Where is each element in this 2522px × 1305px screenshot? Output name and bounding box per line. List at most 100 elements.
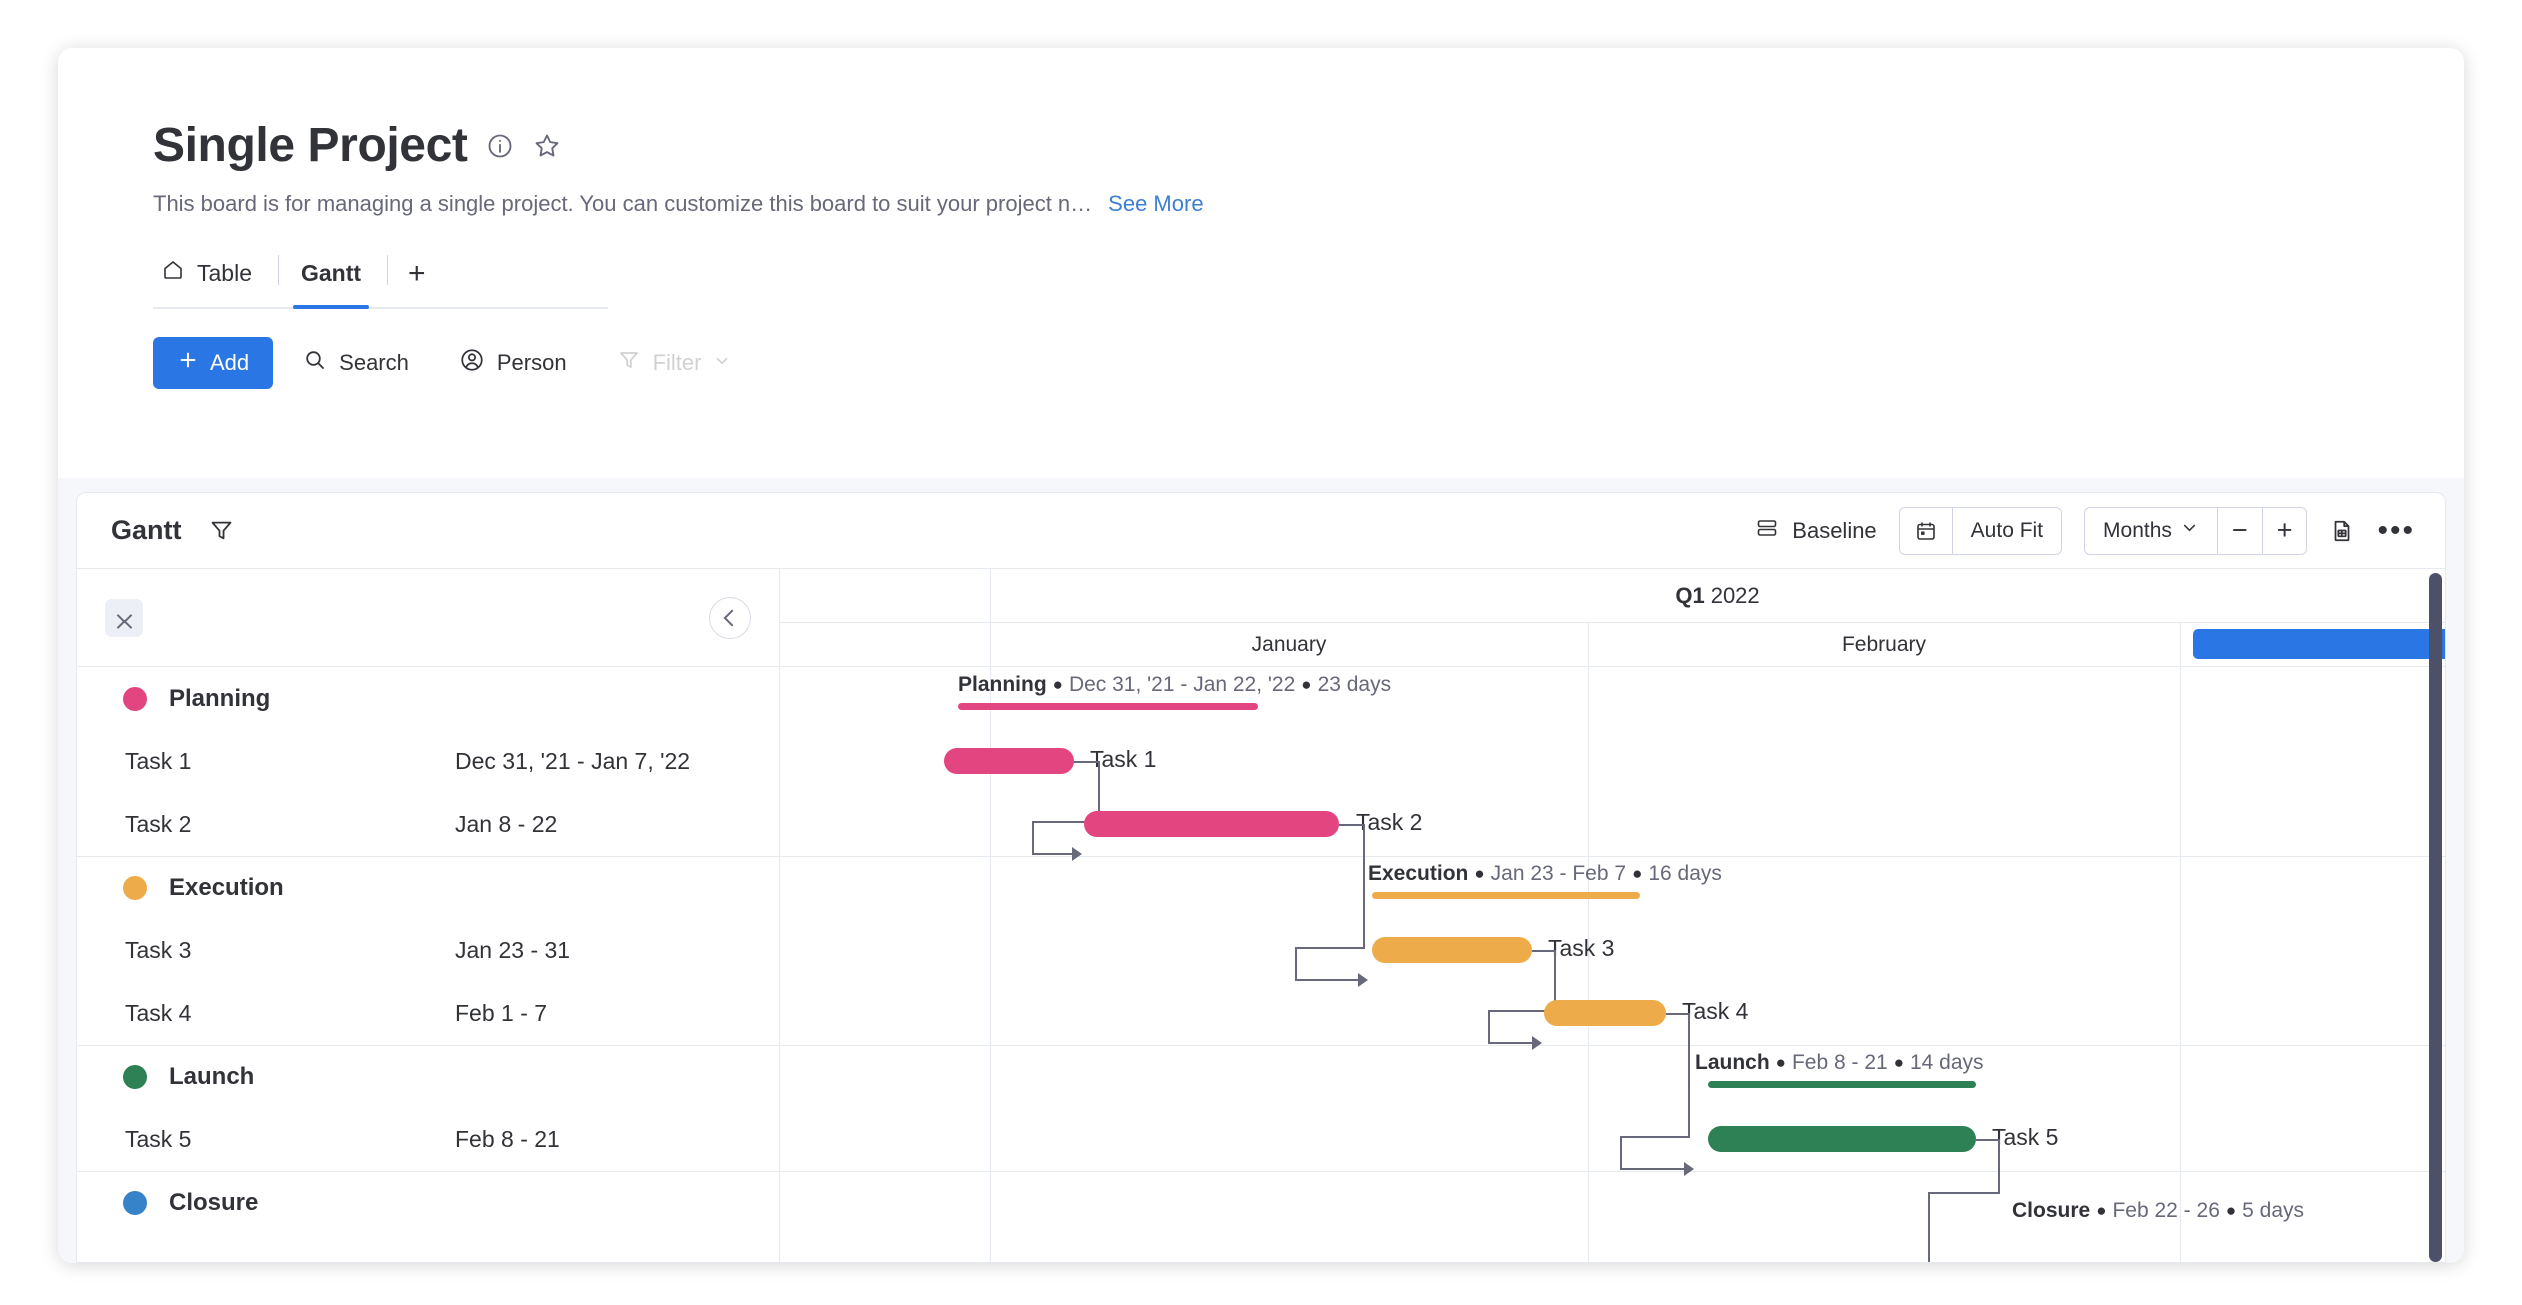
filter-button[interactable]: Filter <box>597 337 752 389</box>
gantt-panel: Gantt Baseline <box>76 492 2446 1263</box>
search-button[interactable]: Search <box>283 337 429 389</box>
tab-table-label: Table <box>197 259 252 286</box>
group-name: Launch <box>169 1063 255 1090</box>
autofit-group: Auto Fit <box>1898 506 2063 555</box>
task-bar-label: Task 2 <box>1356 809 1423 835</box>
month-cell-january: January <box>1251 632 1327 656</box>
expand-collapse-toggle[interactable] <box>105 598 143 637</box>
tab-table[interactable]: Table <box>153 255 278 307</box>
group-color-dot <box>123 876 147 900</box>
person-button[interactable]: Person <box>439 337 587 389</box>
group-row-launch[interactable]: Launch <box>77 1045 779 1108</box>
task-list-header <box>77 569 779 667</box>
document-icon[interactable] <box>2329 518 2355 544</box>
timeline-months-row: January February <box>780 623 2445 666</box>
person-icon <box>459 347 485 379</box>
board-toolbar: Add Search Person <box>153 335 2464 391</box>
group-summary-name: Launch <box>1695 1051 1770 1074</box>
baseline-icon <box>1755 516 1779 546</box>
group-summary-range: Feb 8 - 21 <box>1791 1051 1888 1074</box>
group-color-dot <box>123 686 147 711</box>
tab-gantt[interactable]: Gantt <box>292 255 387 309</box>
board-header: Single Project This board is for managin… <box>58 48 2464 217</box>
chevron-up-icon <box>118 619 131 627</box>
group-row-closure[interactable]: Closure <box>77 1171 779 1234</box>
collapse-pane-button[interactable] <box>709 596 751 639</box>
search-button-label: Search <box>339 350 409 375</box>
tab-gantt-label: Gantt <box>300 259 362 286</box>
group-summary-bar[interactable] <box>958 703 1258 710</box>
timeline-row-task4: Task 4 <box>780 982 2445 1176</box>
group-summary-duration: 5 days <box>2242 1199 2305 1222</box>
task-row[interactable]: Task 3 Jan 23 - 31 <box>77 919 779 982</box>
funnel-icon[interactable] <box>208 517 235 544</box>
zoom-unit-select[interactable]: Months <box>2085 508 2217 554</box>
group-summary-range: Jan 23 - Feb 7 <box>1490 862 1627 885</box>
group-summary-bar[interactable] <box>1372 892 1640 899</box>
task-bar[interactable] <box>1372 937 1532 963</box>
baseline-button[interactable]: Baseline <box>1755 516 1877 546</box>
task-bar[interactable] <box>1544 1000 1666 1026</box>
group-row-planning[interactable]: Planning <box>77 667 779 730</box>
tab-divider-2 <box>387 255 389 285</box>
group-summary-bar[interactable] <box>1708 1081 1976 1088</box>
task-name: Task 3 <box>125 937 192 963</box>
more-icon[interactable]: ••• <box>2377 513 2415 547</box>
calendar-icon[interactable] <box>1900 508 1952 554</box>
group-row-execution[interactable]: Execution <box>77 856 779 919</box>
task-bar[interactable] <box>944 748 1074 774</box>
filter-icon <box>617 348 641 378</box>
zoom-in-button[interactable]: + <box>2261 507 2307 554</box>
task-bar[interactable] <box>1084 811 1339 837</box>
task-row[interactable]: Task 5 Feb 8 - 21 <box>77 1108 779 1171</box>
quarter-label: Q1 2022 <box>990 569 2445 622</box>
auto-fit-label: Auto Fit <box>1970 518 2044 542</box>
zoom-out-button[interactable]: − <box>2216 507 2262 554</box>
group-name: Execution <box>169 874 284 901</box>
vertical-scrollbar[interactable] <box>2429 573 2442 1262</box>
star-icon[interactable] <box>532 131 562 161</box>
group-summary-range: Dec 31, '21 - Jan 22, '22 <box>1068 673 1296 696</box>
zoom-unit-label: Months <box>2103 518 2172 542</box>
title-row: Single Project <box>153 118 2464 173</box>
person-button-label: Person <box>496 350 567 375</box>
task-row[interactable]: Task 1 Dec 31, '21 - Jan 7, '22 <box>77 730 779 793</box>
chevron-down-icon <box>2180 518 2199 543</box>
task-bar-label: Task 5 <box>1992 1124 2059 1150</box>
add-button[interactable]: Add <box>153 337 274 389</box>
month-highlight-bar <box>2193 629 2445 659</box>
board-page: Single Project This board is for managin… <box>58 48 2464 1263</box>
group-summary-name: Planning <box>958 673 1047 696</box>
zoom-out-label: − <box>2231 515 2248 545</box>
task-dates: Jan 8 - 22 <box>455 811 558 837</box>
task-dates: Jan 23 - 31 <box>455 937 571 963</box>
group-summary-duration: 16 days <box>1648 862 1722 885</box>
timeline-header: Q1 2022 January February <box>780 569 2445 667</box>
task-bar[interactable] <box>1708 1126 1976 1152</box>
task-name: Task 5 <box>125 1126 192 1152</box>
task-dates: Feb 1 - 7 <box>455 1000 548 1026</box>
timeline-row-group-launch: Launch ● Feb 8 - 21 ● 14 days <box>780 1045 2445 1108</box>
timeline-row-task1: Task 1 <box>780 730 2445 861</box>
task-dates: Dec 31, '21 - Jan 7, '22 <box>455 748 691 774</box>
zoom-group: Months − + <box>2084 506 2308 555</box>
gantt-task-list: Planning Task 1 Dec 31, '21 - Jan 7, '22… <box>77 569 780 1262</box>
group-summary-duration: 14 days <box>1909 1051 1984 1074</box>
gantt-panel-header: Gantt Baseline <box>77 493 2445 569</box>
auto-fit-button[interactable]: Auto Fit <box>1951 507 2061 554</box>
gantt-title: Gantt <box>111 515 182 545</box>
add-view-button[interactable]: + <box>408 257 426 290</box>
gantt-timeline: Q1 2022 January February <box>780 569 2445 1262</box>
timeline-body: Planning ● Dec 31, '21 - Jan 22, '22 ● 23 da… <box>780 667 2445 1262</box>
see-more-link[interactable]: See More <box>1108 191 1204 216</box>
group-summary-label: Execution ● Jan 23 - Feb 7 ● 16 days <box>1368 862 1722 885</box>
info-icon[interactable] <box>486 132 514 160</box>
task-row[interactable]: Task 2 Jan 8 - 22 <box>77 793 779 856</box>
timeline-row-group-closure: Closure ● Feb 22 - 26 ● 5 days <box>780 1171 2445 1234</box>
task-row[interactable]: Task 4 Feb 1 - 7 <box>77 982 779 1045</box>
timeline-row-task5: Task 5 <box>780 1108 2445 1262</box>
timeline-row-group-execution: Execution ● Jan 23 - Feb 7 ● 16 days <box>780 856 2445 919</box>
group-summary-label: Launch ● Feb 8 - 21 ● 14 days <box>1695 1051 1984 1074</box>
gantt-panel-wrap: Gantt Baseline <box>58 478 2464 1263</box>
group-color-dot <box>123 1191 147 1215</box>
